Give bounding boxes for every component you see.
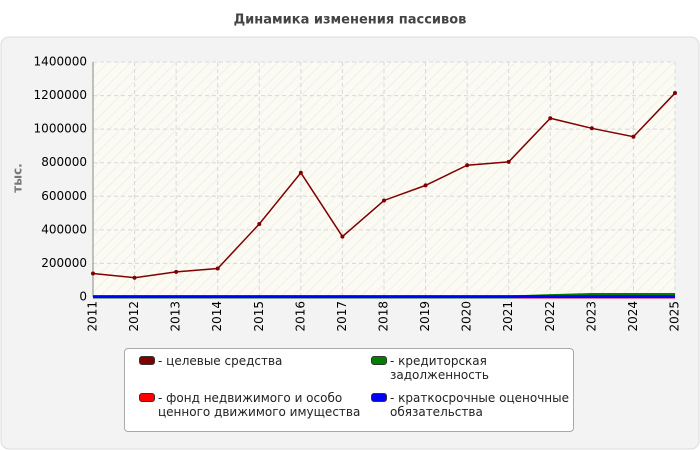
x-tick-label: 2022 [543, 301, 557, 332]
legend-swatch [139, 392, 155, 402]
x-tick-label: 2014 [210, 301, 224, 332]
legend-item: - кредиторская задолженность [371, 354, 571, 389]
legend: - целевые средства - кредиторская задолже… [124, 348, 574, 432]
legend-label: - фонд недвижимого и особо ценного движи… [158, 390, 361, 419]
point [631, 134, 636, 139]
y-tick-label: 600000 [41, 189, 87, 203]
point [132, 275, 137, 280]
point [382, 198, 386, 203]
x-tick-label: 2019 [418, 301, 432, 332]
legend-swatch [139, 356, 155, 365]
legend-swatch [371, 356, 387, 365]
y-tick-label: 1400000 [34, 55, 87, 69]
point [589, 126, 594, 131]
x-tick-label: 2012 [127, 301, 141, 332]
legend-label: - краткосрочные оценочные обязательства [390, 390, 569, 419]
point [91, 271, 95, 276]
x-tick-label: 2016 [293, 301, 307, 332]
x-tick-label: 2025 [668, 301, 682, 332]
legend-item: - краткосрочные оценочные обязательства [371, 391, 571, 426]
legend-item: - фонд недвижимого и особо ценного движи… [139, 391, 371, 426]
x-tick-label: 2017 [335, 301, 349, 332]
point [506, 159, 511, 164]
y-axis-label: тыс. [11, 163, 25, 192]
x-tick-label: 2013 [169, 301, 183, 332]
legend-label: - кредиторская задолженность [390, 354, 489, 382]
plot-area [93, 62, 675, 297]
point [215, 266, 220, 271]
y-tick-label: 0 [79, 290, 87, 304]
point [174, 269, 179, 274]
y-tick-label: 400000 [41, 222, 87, 236]
point [423, 183, 428, 188]
y-tick-label: 800000 [41, 155, 87, 169]
y-tick-label: 1200000 [34, 88, 87, 102]
x-tick-label: 2011 [86, 301, 100, 332]
x-tick-label: 2024 [626, 301, 640, 332]
legend-swatch [371, 392, 387, 402]
point [548, 116, 553, 121]
x-tick-label: 2023 [584, 301, 598, 332]
y-tick-label: 200000 [41, 256, 87, 270]
point [465, 163, 470, 168]
point [298, 170, 303, 175]
x-tick-label: 2015 [252, 301, 266, 332]
point [340, 234, 345, 239]
chart-title: Динамика изменения пассивов [234, 13, 467, 28]
point [673, 91, 677, 96]
x-tick-label: 2021 [501, 301, 515, 332]
legend-item: - целевые средства [139, 354, 371, 389]
x-tick-label: 2020 [460, 301, 474, 332]
y-tick-label: 1000000 [34, 122, 87, 136]
point [257, 221, 262, 226]
x-tick-label: 2018 [377, 301, 391, 332]
legend-label: - целевые средства [158, 354, 283, 368]
